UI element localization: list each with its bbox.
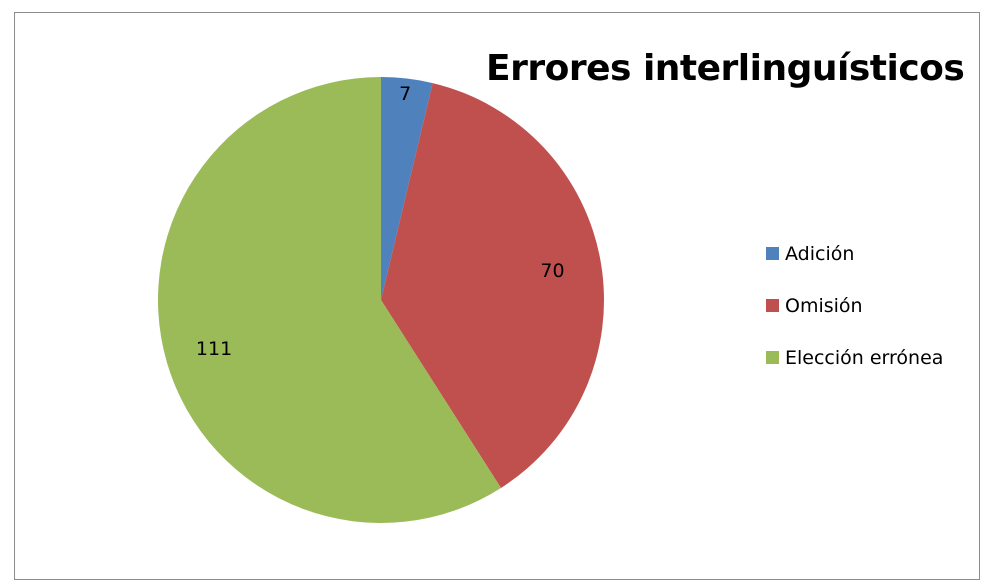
pie-slices xyxy=(158,77,604,523)
data-label-omision: 70 xyxy=(540,260,564,282)
pie-slice-eleccion-erronea xyxy=(158,77,501,523)
chart-title: Errores interlinguísticos xyxy=(486,48,965,89)
legend-item-omision: Omisión xyxy=(766,290,943,321)
legend-label-eleccion-erronea: Elección errónea xyxy=(785,346,944,369)
legend-label-adicion: Adición xyxy=(785,242,855,265)
legend-label-omision: Omisión xyxy=(785,294,863,317)
legend-item-eleccion-erronea: Elección errónea xyxy=(766,342,943,373)
pie-data-labels: 7 70 111 xyxy=(196,83,565,360)
legend-swatch-adicion xyxy=(766,247,779,260)
legend-swatch-omision xyxy=(766,299,779,312)
legend-swatch-eleccion-erronea xyxy=(766,351,779,364)
pie-slice-adicion xyxy=(381,77,433,300)
pie-slice-omision xyxy=(381,83,604,488)
data-label-adicion: 7 xyxy=(399,83,411,105)
legend: Adición Omisión Elección errónea xyxy=(766,238,943,394)
legend-item-adicion: Adición xyxy=(766,238,943,269)
data-label-eleccion-erronea: 111 xyxy=(196,338,232,360)
